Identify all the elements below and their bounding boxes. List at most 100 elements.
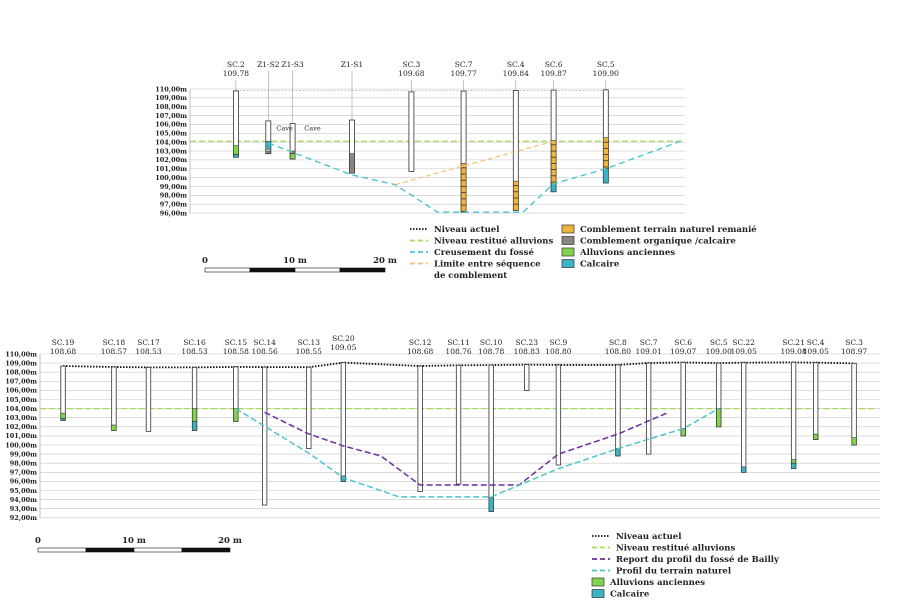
borehole-name: SC.9: [550, 338, 568, 347]
borehole-column: [851, 362, 857, 446]
y-tick-label: 97,00m: [160, 200, 187, 208]
borehole-name: SC.20: [332, 334, 355, 343]
legend-label: Creusement du fossé: [434, 247, 534, 258]
scale-label-10m: 10 m: [122, 536, 146, 546]
borehole-elevation: 108.56: [252, 347, 278, 356]
y-tick-label: 108,00m: [155, 103, 187, 111]
y-tick-label: 102,00m: [155, 156, 187, 164]
borehole-elevation: 108.57: [101, 347, 127, 356]
borehole-elevation: 108.80: [545, 347, 571, 356]
y-tick-label: 98,00m: [160, 192, 187, 200]
borehole-column: [555, 364, 562, 466]
legend-label: de comblement: [434, 271, 507, 281]
scale-label-20m: 20 m: [218, 536, 242, 546]
borehole-name: SC.4: [807, 338, 825, 347]
scale-label-20m: 20 m: [373, 256, 397, 266]
layer-calcaire: [741, 466, 747, 473]
y-tick-label: 105,00m: [155, 130, 187, 138]
legend-label: Alluvions anciennes: [579, 248, 675, 258]
terrain-naturel-profile: [235, 407, 720, 498]
scale-segment: [181, 547, 231, 553]
borehole-column: [306, 366, 312, 450]
borehole-column: [455, 364, 462, 485]
borehole-name: SC.13: [298, 338, 321, 347]
y-tick-label: 101,00m: [5, 432, 37, 440]
borehole-elevation: 108.53: [135, 347, 161, 356]
legend-label: Niveau actuel: [616, 532, 682, 542]
y-tick-label: 100,00m: [5, 441, 37, 449]
legend-label: Limite entre séquence: [434, 259, 541, 270]
borehole-elevation: 108.83: [514, 347, 540, 356]
y-tick-label: 99,00m: [160, 183, 187, 191]
borehole-name: SC.7: [455, 60, 473, 69]
borehole-name: SC.5: [597, 60, 615, 69]
y-tick-label: 101,00m: [155, 165, 187, 173]
y-tick-label: 94,00m: [10, 496, 37, 504]
borehole-elevation: 109.84: [503, 69, 529, 78]
y-tick-label: 106,00m: [5, 387, 37, 395]
layer-alluvions: [851, 437, 857, 446]
scale-segment: [85, 547, 135, 553]
borehole-name: SC.11: [447, 338, 470, 347]
borehole-name: SC.3: [403, 60, 421, 69]
layer-calcaire: [488, 497, 494, 512]
borehole-name: SC.8: [609, 338, 627, 347]
legend-label: Report du profil du fossé de Bailly: [616, 554, 780, 565]
scale-bar: 0 10 m 20 m: [202, 256, 397, 273]
borehole-column: [60, 365, 66, 421]
scale-segment: [339, 267, 386, 273]
legend-swatch-alluvions: [561, 247, 575, 257]
creusement-profile: [268, 140, 681, 213]
borehole-elevation: 109.77: [450, 69, 476, 78]
limite-sequence-line: [395, 140, 554, 186]
borehole-column: [145, 366, 152, 432]
legend-label: Niveau actuel: [434, 225, 500, 235]
layer-remanie: [550, 140, 557, 185]
borehole-elevation: 108.97: [841, 347, 867, 356]
borehole-name: SC.21: [782, 338, 805, 347]
legend-label: Calcaire: [580, 260, 620, 270]
y-tick-label: 97,00m: [10, 469, 37, 477]
borehole-column: [615, 364, 621, 457]
borehole-elevation: 108.58: [223, 347, 249, 356]
borehole-column: [408, 91, 415, 172]
y-tick-label: 106,00m: [155, 121, 187, 129]
scale-segment: [37, 547, 87, 553]
borehole-elevation: 108.53: [181, 347, 207, 356]
layer-alluvions: [716, 408, 722, 428]
borehole-name: SC.4: [507, 60, 525, 69]
borehole-name: SC.2: [227, 60, 245, 69]
borehole-name: SC.14: [253, 338, 276, 347]
bailly-profile: [264, 411, 670, 486]
borehole-elevation: 108.80: [605, 347, 631, 356]
borehole-column: [488, 364, 494, 512]
borehole-column: [741, 362, 747, 473]
borehole-name: SC.7: [640, 338, 658, 347]
borehole-elevation: 109.68: [398, 69, 424, 78]
borehole-elevation: 109.90: [593, 69, 619, 78]
y-tick-label: 104,00m: [5, 405, 37, 413]
scale-segment: [204, 267, 251, 273]
layer-organique: [265, 150, 272, 154]
layer-remanie: [512, 180, 519, 211]
y-tick-label: 102,00m: [5, 423, 37, 431]
borehole-elevation: 108.78: [478, 347, 504, 356]
layer-alluvions: [60, 412, 66, 419]
legend-swatch-organique: [561, 236, 575, 245]
top-section: 110,00m109,00m108,00m107,00m106,00m105,0…: [155, 60, 685, 217]
scale-label-0: 0: [202, 256, 208, 266]
y-tick-label: 96,00m: [10, 478, 37, 486]
borehole-elevation: 108.68: [407, 347, 433, 356]
layer-calcaire: [192, 421, 198, 431]
borehole-name: SC.22: [732, 338, 755, 347]
borehole-z1-s1: Z1-S1: [341, 60, 363, 174]
borehole-elevation: 109.07: [670, 347, 696, 356]
